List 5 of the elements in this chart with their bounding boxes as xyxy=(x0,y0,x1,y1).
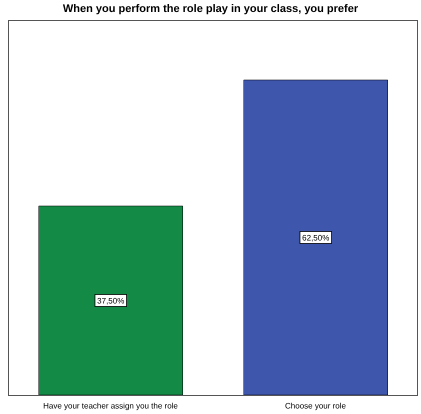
data-label: 62,50% xyxy=(302,233,330,242)
chart-title: When you perform the role play in your class, you prefer xyxy=(62,3,360,15)
data-label: 37,50% xyxy=(97,296,124,306)
x-tick-label: Have your teacher assign you the role xyxy=(43,402,178,411)
x-tick-label: Choose your role xyxy=(285,402,347,411)
